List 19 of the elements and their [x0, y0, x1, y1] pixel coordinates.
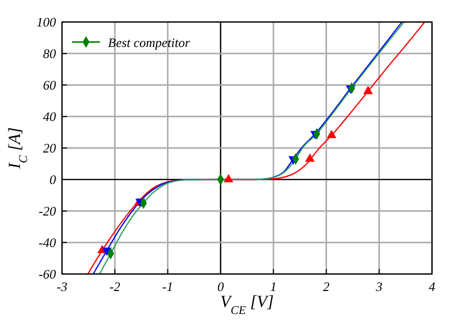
x-tick-label: -1: [162, 279, 174, 294]
y-tick-label: 40: [43, 109, 56, 124]
x-tick-label: -3: [56, 279, 68, 294]
legend-label: Best competitor: [108, 35, 191, 50]
y-tick-label: 0: [50, 172, 56, 187]
x-tick-label: 1: [270, 279, 277, 294]
x-tick-label: 0: [217, 279, 224, 294]
y-tick-label: 60: [43, 78, 56, 92]
y-tick-label: -40: [38, 235, 56, 250]
x-tick-label: -2: [109, 279, 121, 294]
y-tick-label: -60: [38, 266, 56, 282]
x-axis-title: V$_{CE}$ [V]: [220, 292, 274, 317]
y-tick-label: 20: [43, 140, 56, 156]
x-tick-label: 2: [323, 279, 330, 294]
y-tick-label: 100: [36, 14, 56, 30]
x-tick-label: 3: [374, 279, 383, 294]
y-tick-label: 80: [43, 46, 56, 61]
x-tick-label: 4: [428, 279, 436, 294]
y-tick-label: -20: [38, 204, 56, 218]
